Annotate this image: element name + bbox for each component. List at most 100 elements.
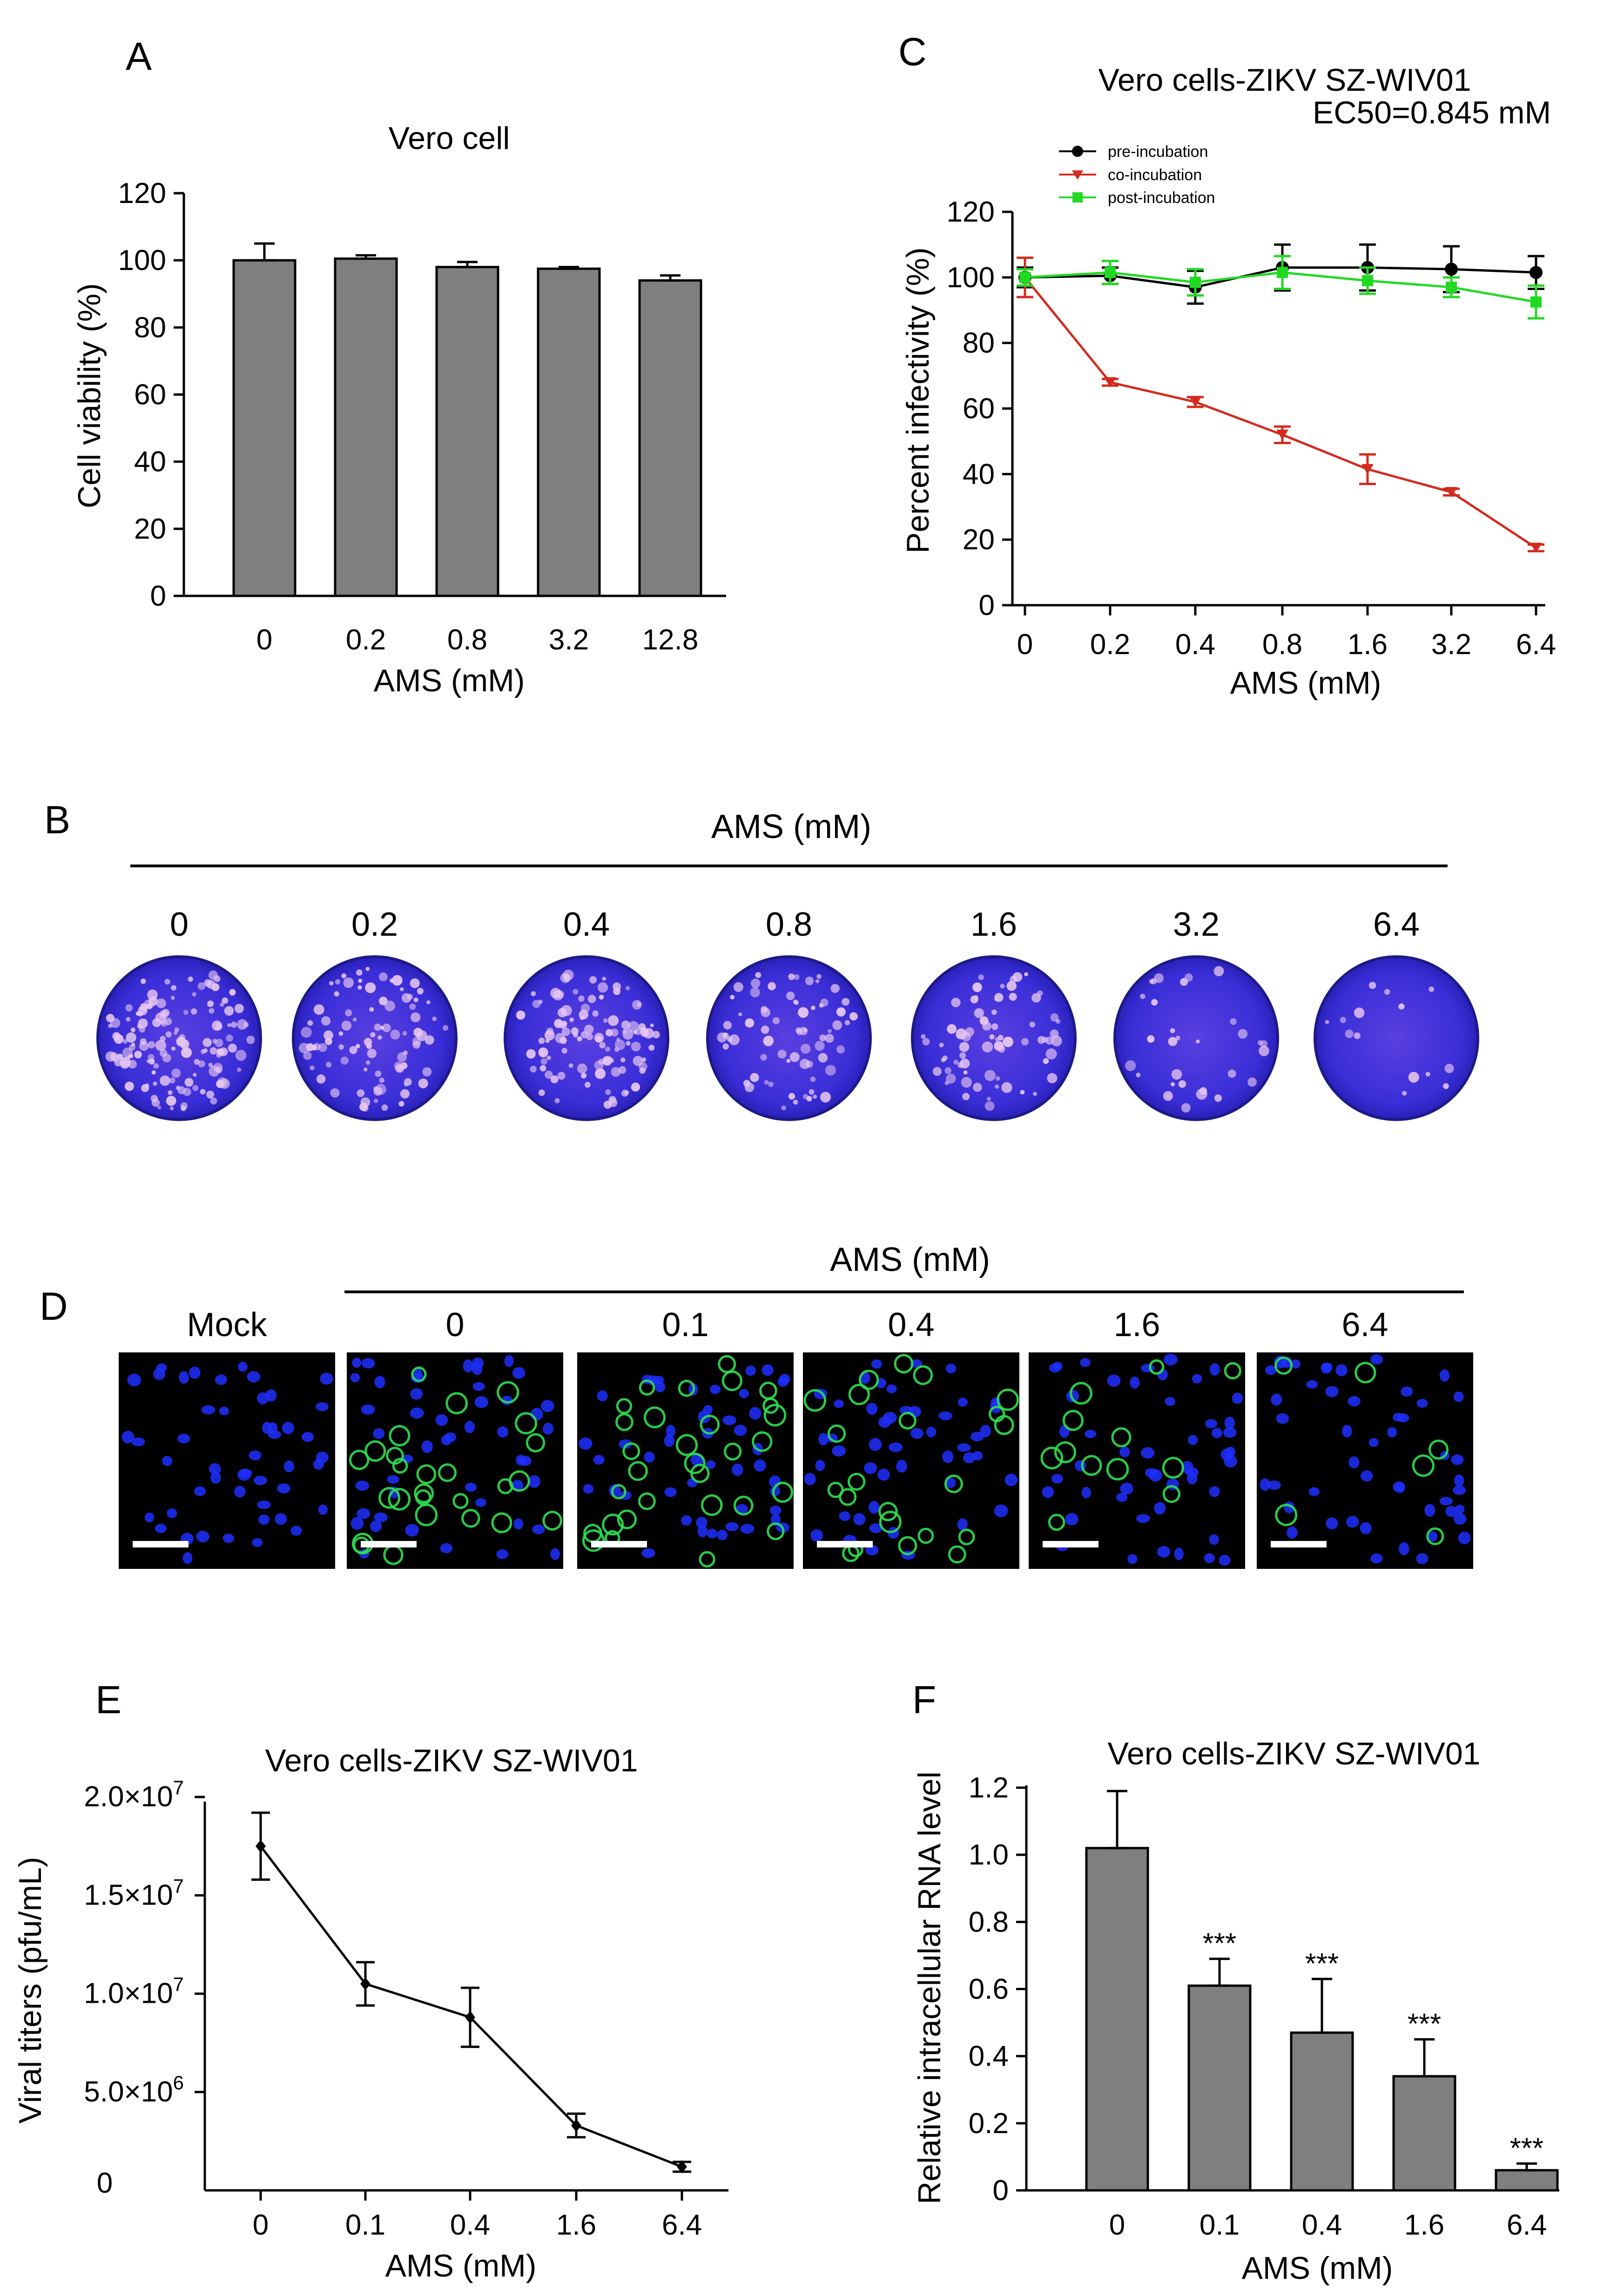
infected-cell (1162, 1457, 1184, 1479)
plaque-spot (516, 1010, 526, 1020)
plaque-spot (560, 1022, 567, 1029)
plaque-spot (209, 1008, 215, 1014)
plaque-spot (622, 1029, 633, 1040)
plaque-spot (798, 1007, 809, 1018)
plaque-spot (608, 1015, 619, 1026)
plaque-spot (382, 1023, 391, 1033)
plaque-spot (1213, 966, 1224, 977)
nucleus (1210, 1363, 1220, 1376)
chart-c-line-co (1024, 277, 1537, 549)
chart-c-ec50: EC50=0.845 mM (1313, 95, 1551, 130)
plate-concentration-label: 3.2 (1173, 906, 1220, 943)
plaque-spot (799, 1059, 810, 1069)
nucleus (472, 1363, 483, 1375)
plaque-spot (400, 987, 404, 992)
chart-e-point (465, 2011, 475, 2024)
plaque-spot (531, 991, 536, 996)
plaque-spot (1033, 1092, 1037, 1096)
plaque-spot (577, 1063, 587, 1074)
plaque-spot (1001, 1082, 1012, 1093)
infected-cell (894, 1354, 914, 1374)
nucleus (597, 1390, 608, 1401)
nucleus (1204, 1553, 1215, 1563)
nucleus (504, 1355, 514, 1367)
infected-cell (388, 1488, 411, 1511)
infected-cell (582, 1529, 605, 1552)
plaque-spot (1354, 1032, 1361, 1039)
plaque-spot (384, 1000, 396, 1012)
nucleus (1291, 1359, 1301, 1369)
plaque-spot (108, 1023, 113, 1028)
plaque-spot (573, 989, 579, 995)
infected-cell (948, 1545, 966, 1564)
plaque-spot (605, 1047, 610, 1052)
plaque-spot (538, 1000, 543, 1004)
plaque-spot (1045, 1036, 1054, 1045)
plaque-spot (959, 1052, 966, 1059)
plaque-spot (1259, 1046, 1269, 1056)
nucleus (1370, 1354, 1383, 1365)
infected-cell (723, 1442, 742, 1461)
infected-cell (461, 1509, 480, 1528)
chart-f-xtick-label: 1.6 (1404, 2209, 1444, 2241)
plaque-spot (959, 1042, 970, 1052)
plaque-spot (632, 1000, 642, 1010)
legend-co-marker (1072, 170, 1083, 180)
infected-cell (411, 1366, 427, 1382)
scale-bar (133, 1541, 189, 1547)
nucleus (210, 1471, 221, 1484)
plaque-spot (639, 1062, 647, 1071)
chart-e-xtick-label: 1.6 (556, 2209, 596, 2241)
nucleus (257, 1500, 271, 1509)
infected-cell (364, 1440, 386, 1462)
nucleus (834, 1399, 844, 1408)
nucleus (131, 1437, 145, 1446)
plaque-spot (321, 1016, 331, 1026)
infected-cell (898, 1536, 917, 1555)
chart-a-x-ticks: 0 0.2 0.8 3.2 12.8 (256, 624, 699, 656)
plaque-spot (338, 1044, 344, 1050)
plaque-spot (148, 1058, 155, 1065)
plaque-spot (148, 1041, 155, 1049)
chart-e-ytick-label: 1.0×107 (84, 1973, 184, 2010)
panel-a: A Vero cell 0 20 40 60 80 100 120 0 0.2 0.8 3.2 12… (72, 34, 726, 698)
plaque-spot (538, 1047, 548, 1058)
plaque-spot (213, 1063, 223, 1073)
chart-a-xtick-label: 0 (256, 624, 272, 656)
plaque-spot (618, 1066, 627, 1074)
plaque-spot (1402, 1091, 1407, 1096)
plaque-spot (602, 977, 606, 981)
plaque-spot (813, 1094, 817, 1099)
plaque-spot (314, 1004, 324, 1015)
chart-f-xlabel: AMS (mM) (1242, 2250, 1393, 2286)
plaque-spot (620, 1057, 626, 1062)
plaque-spot (141, 1084, 149, 1092)
panel-f: F Vero cells-ZIKV SZ-WIV01 0 0.2 0.4 0.6 0.8… (912, 1678, 1559, 2286)
chart-a-xtick-label: 0.2 (346, 624, 386, 656)
plaque-spot (369, 1007, 374, 1012)
chart-f-ytick-label: 1.2 (969, 1772, 1009, 1804)
plaque-spot (192, 992, 196, 997)
chart-f-bars: *** *** *** *** (1085, 1790, 1559, 2192)
nucleus (957, 1518, 968, 1531)
plaque-spot (126, 1032, 136, 1043)
plaque-spot (546, 1055, 551, 1061)
infected-cell (491, 1512, 512, 1533)
scale-bar (591, 1541, 647, 1547)
nucleus (1051, 1474, 1063, 1484)
plaque-plate (1314, 955, 1479, 1121)
chart-c-point-post (1362, 275, 1373, 286)
plaque-spot (391, 975, 403, 986)
plaque-spot (539, 1065, 546, 1072)
plaque-spot (175, 1086, 181, 1090)
plaque-spot (197, 982, 206, 990)
plaque-spot (628, 1021, 639, 1033)
plaque-spot (183, 1088, 191, 1096)
nucleus (869, 1523, 883, 1533)
nucleus (972, 1451, 983, 1460)
plaque-plate (292, 955, 458, 1121)
plaque-spot (1171, 1082, 1175, 1087)
plaque-spot (227, 1023, 231, 1027)
nucleus (475, 1498, 486, 1507)
plaque-spot (995, 1084, 999, 1089)
